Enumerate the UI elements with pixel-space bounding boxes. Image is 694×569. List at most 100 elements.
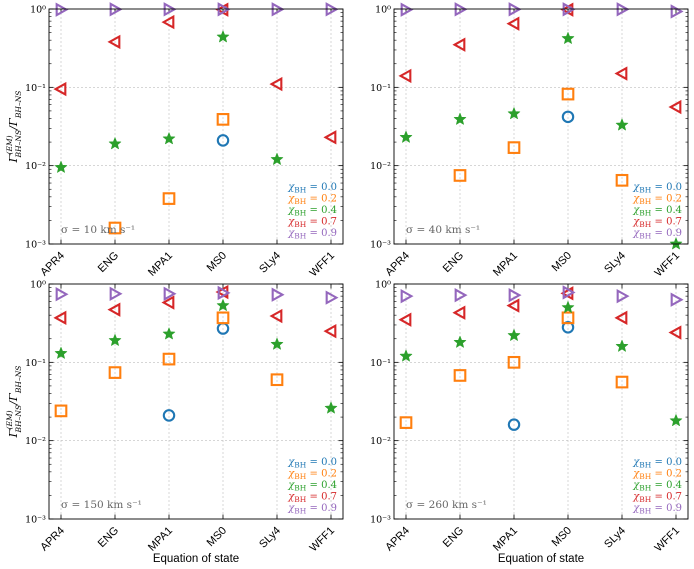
- legend-entry: χBH = 0.4: [632, 205, 682, 218]
- data-point-triangle-left: [53, 310, 67, 326]
- data-point-square: [507, 141, 521, 154]
- data-point-star: [615, 339, 629, 352]
- data-point-triangle-left: [452, 37, 466, 52]
- data-point-square: [108, 366, 122, 379]
- x-tick-label: MPA1: [146, 250, 175, 279]
- sigma-annotation: σ = 260 km s⁻¹: [406, 499, 487, 511]
- legend-entry: χBH = 0.9: [287, 503, 337, 516]
- data-point-triangle-right: [271, 287, 285, 302]
- axes-frame: [48, 283, 344, 520]
- legend-entry: χBH = 0.0: [632, 457, 682, 470]
- data-point-triangle-left: [53, 81, 67, 97]
- axes-frame: [48, 8, 344, 245]
- data-point-triangle-left: [614, 310, 628, 326]
- y-tick-label: 10⁻³: [25, 515, 46, 526]
- x-tick-label: MPA1: [146, 525, 175, 554]
- x-tick-label: ENG: [441, 525, 466, 550]
- data-point-square: [162, 192, 176, 205]
- legend-entry: χBH = 0.7: [632, 492, 682, 505]
- data-point-triangle-right: [616, 288, 630, 304]
- x-tick-label: MS0: [550, 525, 574, 549]
- data-point-triangle-right: [109, 286, 123, 301]
- data-point-star: [399, 349, 413, 362]
- x-tick-label: WFF1: [652, 525, 682, 555]
- y-tick-label: 10⁻¹: [25, 358, 46, 369]
- legend-entry: χBH = 0.4: [287, 205, 337, 218]
- data-point-circle: [162, 409, 176, 422]
- x-tick-label: SLy4: [257, 525, 283, 551]
- data-point-triangle-right: [400, 2, 414, 17]
- data-point-triangle-left: [323, 323, 337, 339]
- panel-top-left: 10⁻³ 10⁻² 10⁻¹ 10⁰ APR4 ENG MPA1 MS0 SLy4 WFF1 χBH…: [5, 2, 344, 280]
- legend-entry: χBH = 0.7: [287, 492, 337, 505]
- data-point-square: [615, 375, 629, 389]
- data-point-circle: [507, 418, 521, 431]
- data-point-triangle-left: [269, 308, 283, 324]
- axes-frame: [393, 8, 689, 245]
- legend-entry: χBH = 0.7: [287, 217, 337, 230]
- legend-entry: χBH = 0.2: [632, 469, 682, 482]
- data-point-triangle-left: [506, 16, 520, 31]
- data-point-star: [54, 160, 68, 173]
- x-tick-label: WFF1: [307, 250, 337, 280]
- legend-entry: χBH = 0.9: [632, 228, 682, 241]
- data-point-star: [453, 335, 467, 348]
- data-point-triangle-right: [55, 287, 69, 302]
- data-point-triangle-right: [325, 290, 339, 305]
- data-point-square: [615, 173, 629, 187]
- data-point-star: [108, 137, 122, 150]
- data-point-triangle-left: [452, 305, 466, 320]
- x-tick-label: APR4: [38, 525, 67, 554]
- x-tick-label: APR4: [38, 250, 67, 279]
- data-point-square: [399, 416, 413, 429]
- data-point-square: [216, 113, 230, 126]
- data-point-square: [216, 311, 230, 325]
- data-point-triangle-left: [107, 34, 121, 50]
- x-tick-label: WFF1: [307, 525, 337, 555]
- legend-entry: χBH = 0.4: [632, 480, 682, 493]
- x-tick-label: SLy4: [602, 250, 628, 276]
- data-point-star: [615, 118, 629, 131]
- x-tick-label: ENG: [96, 250, 121, 275]
- data-point-square: [561, 311, 575, 325]
- legend-entry: χBH = 0.4: [287, 480, 337, 493]
- x-tick-label: MS0: [205, 250, 229, 274]
- sigma-annotation: σ = 150 km s⁻¹: [61, 499, 142, 511]
- data-point-triangle-right: [670, 4, 684, 19]
- data-point-triangle-left: [398, 68, 412, 84]
- data-point-star: [507, 107, 521, 120]
- panel-bottom-right: 10⁻³ 10⁻² 10⁻¹ 10⁰ APR4 ENG MPA1 MS0 SLy4 WFF1 χBH…: [370, 280, 689, 565]
- data-point-triangle-right: [163, 286, 177, 301]
- y-tick-label: 10⁻¹: [370, 358, 391, 369]
- legend-entry: χBH = 0.2: [287, 469, 337, 482]
- y-tick-label: 10⁰: [375, 280, 391, 291]
- x-tick-label: ENG: [96, 525, 121, 550]
- data-point-star: [669, 237, 683, 250]
- x-tick-label: MS0: [550, 250, 574, 274]
- data-point-star: [270, 152, 284, 165]
- data-point-circle: [216, 134, 230, 147]
- y-tick-label: 10⁰: [30, 5, 46, 16]
- data-point-triangle-left: [107, 302, 121, 317]
- data-point-triangle-right: [562, 285, 576, 300]
- data-point-square: [507, 355, 521, 369]
- y-tick-label: 10⁰: [30, 280, 46, 291]
- legend-entry: χBH = 0.9: [287, 228, 337, 241]
- axes-frame: [393, 283, 689, 520]
- data-point-star: [216, 30, 230, 43]
- data-point-star: [561, 32, 575, 44]
- data-point-star: [324, 401, 338, 414]
- data-point-triangle-left: [269, 76, 283, 92]
- data-point-star: [399, 130, 413, 143]
- data-point-star: [270, 337, 284, 350]
- data-point-circle: [561, 110, 575, 124]
- x-tick-label: MPA1: [491, 525, 520, 554]
- y-tick-label: 10⁻³: [25, 240, 46, 251]
- data-point-star: [669, 414, 683, 426]
- data-point-square: [453, 369, 467, 382]
- data-point-triangle-right: [55, 2, 69, 17]
- y-tick-label: 10⁻²: [370, 436, 391, 447]
- x-tick-label: MS0: [205, 525, 229, 549]
- y-tick-label: 10⁻³: [370, 515, 391, 526]
- data-point-square: [108, 221, 122, 235]
